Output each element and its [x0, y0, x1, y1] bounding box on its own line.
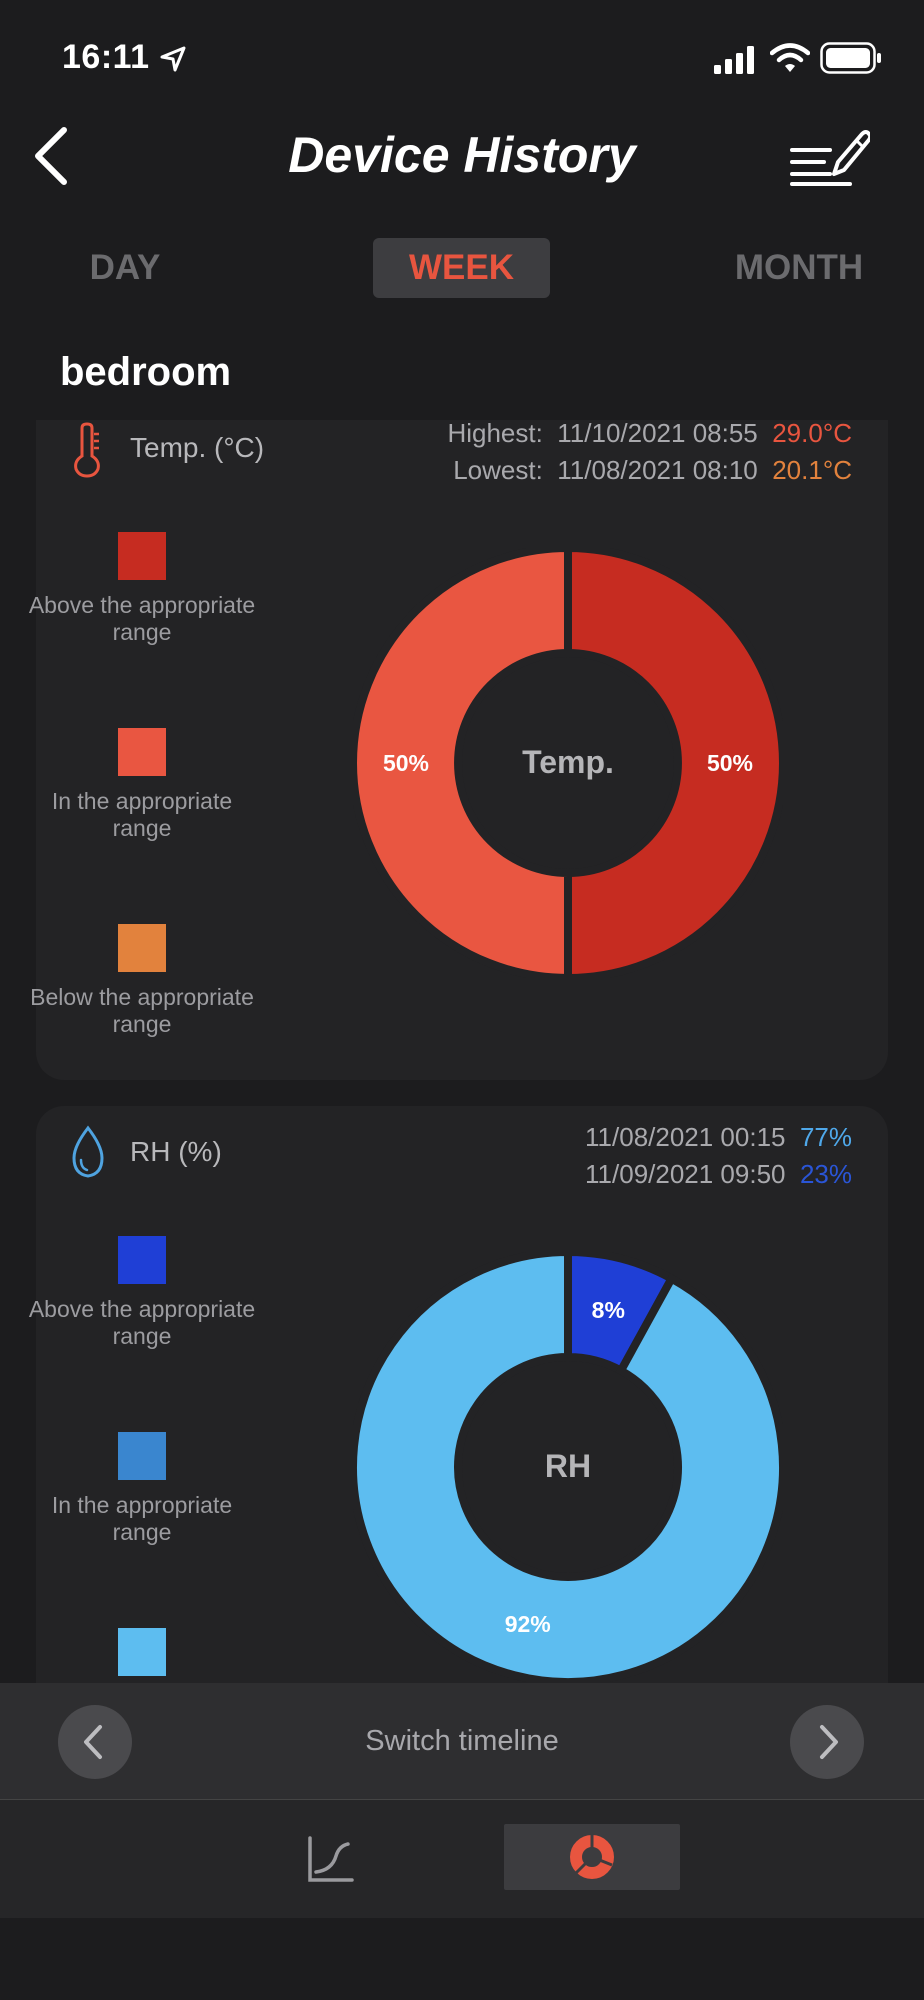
rh-legend-below-swatch	[118, 1628, 166, 1676]
tab-month[interactable]: MONTH	[734, 248, 864, 287]
rh-legend-above-swatch	[118, 1236, 166, 1284]
temp-donut-chart: Temp. 50% 50%	[353, 548, 783, 978]
temp-slice-0	[564, 548, 783, 978]
rh-slice-label-0: 8%	[592, 1297, 625, 1323]
temp-lowest-label: Lowest:	[453, 455, 543, 485]
switch-timeline-bar	[0, 1683, 924, 1800]
rh-highest-time: 11/08/2021 00:15	[585, 1122, 786, 1152]
rh-donut-center-label: RH	[545, 1448, 591, 1484]
temp-highest-value: 29.0°C	[772, 418, 852, 448]
legend-below-label: Below the appropriate range	[30, 984, 254, 1037]
back-chevron-icon[interactable]	[30, 126, 74, 186]
battery-icon	[820, 42, 881, 74]
wifi-icon	[770, 43, 810, 72]
line-chart-icon	[308, 1836, 354, 1882]
switch-timeline-label: Switch timeline	[365, 1725, 559, 1757]
page-title: Device History	[288, 127, 636, 183]
tab-week[interactable]: WEEK	[373, 238, 550, 298]
rh-donut-chart: RH 8% 92%	[353, 1252, 783, 1682]
rh-highest-value: 77%	[799, 1122, 852, 1152]
view-mode-bar	[0, 1800, 924, 1918]
water-drop-icon	[72, 1125, 104, 1178]
temp-slice-1	[353, 548, 572, 978]
rh-highest: 11/08/2021 00:15 77%	[436, 1122, 852, 1153]
temp-lowest-time: 11/08/2021 08:10	[557, 455, 758, 485]
donut-chart-view-button[interactable]	[504, 1824, 680, 1890]
status-time: 16:11	[62, 38, 150, 76]
temp-highest-time: 11/10/2021 08:55	[557, 418, 758, 448]
rh-slice-label-1: 92%	[505, 1611, 551, 1637]
thermometer-icon	[74, 422, 100, 478]
rh-lowest-time: 11/09/2021 09:50	[585, 1159, 786, 1189]
tab-day[interactable]: DAY	[89, 248, 161, 287]
home-indicator-area	[0, 1918, 924, 2000]
legend-in-label: In the appropriate range	[51, 788, 233, 841]
legend-below-swatch	[118, 924, 166, 972]
rh-lowest: 11/09/2021 09:50 23%	[436, 1159, 852, 1190]
next-period-button[interactable]	[790, 1705, 864, 1779]
location-name: bedroom	[60, 350, 232, 394]
temp-slice-label-0: 50%	[707, 750, 753, 776]
location-arrow-icon	[160, 46, 186, 72]
chevron-left-icon	[84, 1725, 102, 1759]
line-chart-view-button[interactable]	[240, 1822, 424, 1896]
rh-legend-in-label: In the appropriate range	[51, 1492, 233, 1545]
donut-chart-icon	[570, 1835, 614, 1879]
prev-period-button[interactable]	[58, 1705, 132, 1779]
signal-icon	[714, 46, 754, 74]
rh-slice-1	[353, 1252, 783, 1682]
chevron-right-icon	[820, 1725, 838, 1759]
temp-donut-center-label: Temp.	[522, 744, 614, 780]
rh-lowest-value: 23%	[799, 1159, 852, 1189]
legend-above-label: Above the appropriate range	[28, 592, 256, 645]
temp-lowest-value: 20.1°C	[772, 455, 852, 485]
temp-slice-label-1: 50%	[383, 750, 429, 776]
temp-lowest: Lowest: 11/08/2021 08:10 20.1°C	[436, 455, 852, 486]
edit-list-icon[interactable]	[790, 128, 870, 188]
legend-in-swatch	[118, 728, 166, 776]
rh-legend-above-label: Above the appropriate range	[28, 1296, 256, 1349]
rh-card-title: RH (%)	[130, 1136, 222, 1167]
legend-above-swatch	[118, 532, 166, 580]
temp-highest-label: Highest:	[447, 418, 543, 448]
temp-card-title: Temp. (°C)	[130, 432, 265, 463]
temp-highest: Highest: 11/10/2021 08:55 29.0°C	[436, 418, 852, 449]
rh-legend-in-swatch	[118, 1432, 166, 1480]
